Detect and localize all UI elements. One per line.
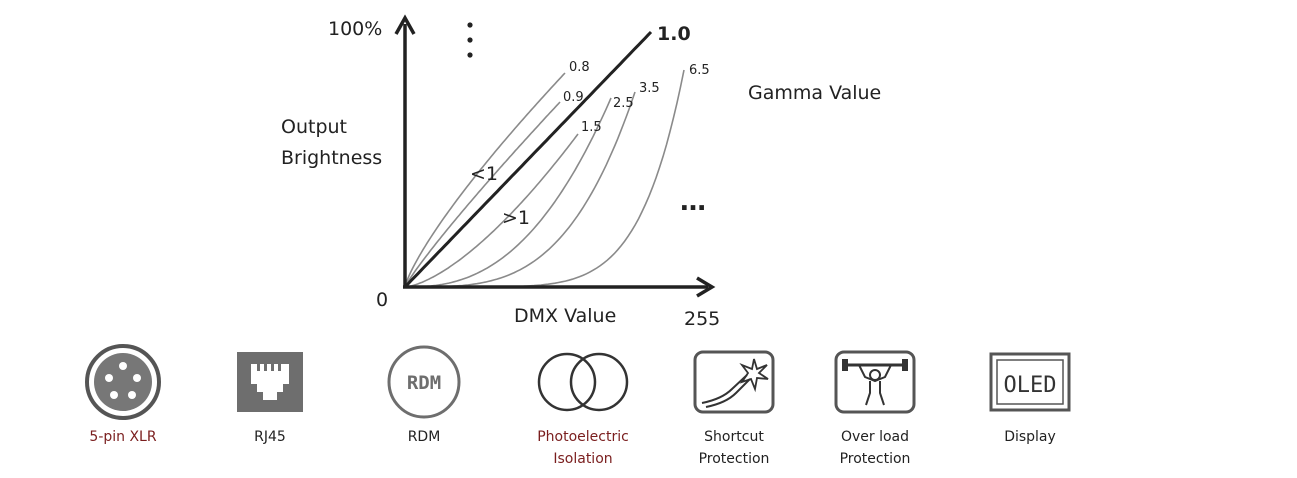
y-axis-title-line1: Output: [281, 116, 347, 138]
gamma-curve-chart: 100% 0 255 DMX Value Output Brightness G…: [281, 14, 881, 330]
gamma-curve-label-1.0: 1.0: [657, 23, 691, 45]
feature-short: Shortcut Protection: [664, 346, 804, 470]
rdm-badge-icon: RDM: [354, 345, 494, 419]
feature-label-photo: Photoelectric Isolation: [537, 429, 629, 467]
above-one-label: >1: [502, 207, 530, 229]
oled-display-icon: OLED: [960, 346, 1100, 418]
feature-photo: Photoelectric Isolation: [513, 346, 653, 470]
gamma-curve-0.9: [404, 101, 561, 288]
gamma-curve-label-0.8: 0.8: [569, 60, 590, 75]
feature-xlr: 5-pin XLR: [53, 344, 193, 448]
gamma-curve-labels: 0.8 0.9 1.0 1.5 2.5 3.5 6.5: [563, 23, 710, 135]
xlr-connector-icon: [53, 344, 193, 420]
y-axis-top-label: 100%: [328, 18, 382, 40]
vertical-ellipsis-icon: [467, 22, 473, 58]
gamma-curve-0.8: [404, 72, 566, 288]
gamma-curve-label-2.5: 2.5: [613, 96, 634, 111]
gamma-curve-label-1.5: 1.5: [581, 120, 602, 135]
gamma-curve-label-6.5: 6.5: [689, 63, 710, 78]
overload-protection-icon: [805, 346, 945, 418]
gamma-curves: [403, 30, 685, 289]
origin-label: 0: [376, 289, 388, 311]
feature-label-xlr: 5-pin XLR: [89, 429, 157, 445]
feature-rdm: RDM RDM: [354, 345, 494, 448]
y-axis-arrow-icon: [394, 14, 416, 35]
feature-label-display: Display: [1004, 429, 1056, 445]
photoelectric-isolation-icon: [513, 346, 653, 418]
feature-overload: Over load Protection: [805, 346, 945, 470]
gamma-curve-label-3.5: 3.5: [639, 81, 660, 96]
feature-rj45: RJ45: [200, 346, 340, 448]
gamma-curve-label-0.9: 0.9: [563, 90, 584, 105]
gamma-curve-6.5: [405, 69, 685, 288]
x-axis-end-label: 255: [684, 308, 720, 330]
feature-label-rj45: RJ45: [254, 429, 286, 445]
gamma-curve-1.5: [404, 133, 579, 288]
feature-label-overload: Over load Protection: [839, 429, 911, 467]
more-curves-ellipsis: …: [680, 187, 706, 217]
below-one-label: <1: [470, 163, 498, 185]
x-axis-arrow-icon: [696, 276, 716, 298]
shortcut-protection-icon: [664, 346, 804, 418]
x-axis-title: DMX Value: [514, 305, 616, 327]
oled-icon-text: OLED: [1004, 373, 1057, 398]
rj45-port-icon: [200, 346, 340, 418]
gamma-legend-title: Gamma Value: [748, 82, 881, 104]
feature-display: OLED Display: [960, 346, 1100, 448]
gamma-curve-1.0: [403, 30, 653, 289]
y-axis-title-line2: Brightness: [281, 147, 382, 169]
gamma-curve-2.5: [405, 97, 612, 288]
feature-label-rdm: RDM: [407, 429, 441, 445]
feature-label-short: Shortcut Protection: [698, 429, 770, 467]
rdm-icon-text: RDM: [407, 372, 441, 394]
